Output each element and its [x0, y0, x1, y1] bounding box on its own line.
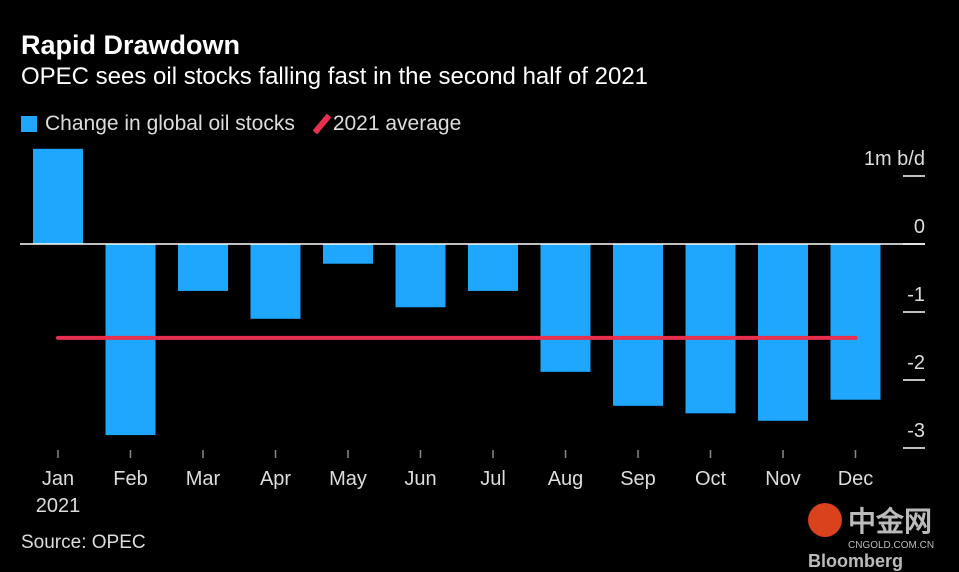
x-tick-label: Oct	[695, 468, 727, 490]
y-tick-label: -1	[907, 284, 925, 306]
bar-jun	[395, 244, 446, 308]
bar-apr	[250, 244, 301, 319]
x-year-label: 2021	[36, 495, 81, 517]
x-tick-label: Dec	[838, 468, 874, 490]
source-note: Source: OPEC	[21, 532, 146, 553]
x-tick-label: Feb	[113, 468, 147, 490]
watermark-name: 中金网	[848, 506, 933, 537]
bar-nov	[758, 244, 808, 421]
legend-bar-label: Change in global oil stocks	[45, 112, 295, 135]
watermark: 中金网 CNGOLD.COM.CN Bloomberg	[808, 500, 934, 572]
x-tick-label: Aug	[548, 468, 584, 490]
x-tick-label: Apr	[260, 468, 291, 490]
y-tick-label: 0	[914, 216, 925, 238]
bar-aug	[540, 244, 591, 372]
bar-may	[323, 244, 373, 264]
bar-jul	[468, 244, 518, 291]
y-tick-label: 1m b/d	[864, 148, 925, 170]
x-tick-label: Mar	[186, 468, 221, 490]
x-tick-label: Nov	[765, 468, 801, 490]
x-tick-label: May	[329, 468, 367, 490]
legend: Change in global oil stocks 2021 average	[21, 112, 461, 136]
x-tick-label: Jun	[404, 468, 436, 490]
legend-average-label: 2021 average	[332, 112, 462, 135]
watermark-domain: CNGOLD.COM.CN	[848, 540, 935, 551]
chart-title: Rapid Drawdown	[21, 30, 241, 60]
x-tick-label: Jul	[480, 468, 506, 490]
bar-mar	[178, 244, 228, 291]
bar-oct	[685, 244, 736, 414]
bar-jan	[33, 148, 83, 244]
x-tick-label: Sep	[620, 468, 656, 490]
bar-dec	[830, 244, 881, 400]
watermark-brand: Bloomberg	[808, 551, 904, 571]
chart-subtitle: OPEC sees oil stocks falling fast in the…	[21, 63, 649, 90]
bar-sep	[613, 244, 663, 406]
x-tick-label: Jan	[42, 468, 74, 490]
y-tick-label: -3	[907, 420, 925, 442]
watermark-logo-icon	[808, 503, 842, 537]
y-tick-label: -2	[907, 352, 925, 374]
legend-bar-swatch	[21, 116, 37, 132]
